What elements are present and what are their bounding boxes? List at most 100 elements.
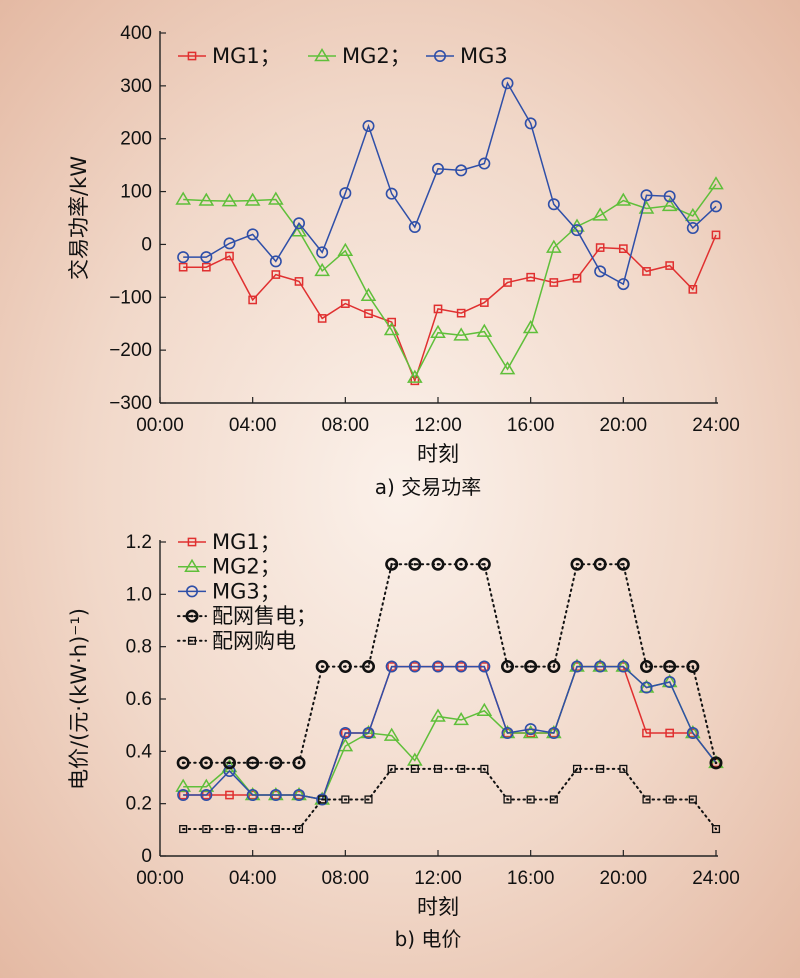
y-tick-label: 0.2 [126,794,152,815]
y-tick-label: 0 [141,846,152,867]
data-point [198,192,215,206]
y-tick-label: 200 [120,129,152,150]
data-point [431,557,445,571]
x-tick-label: 20:00 [600,415,648,436]
data-point [223,764,236,777]
data-point-dot [622,767,625,770]
data-point [547,198,560,211]
data-point [617,278,630,291]
data-point [685,207,701,222]
x-tick-label: 04:00 [229,868,277,889]
data-point [455,164,468,177]
data-point [661,197,678,212]
y-tick-label: 0.4 [126,741,153,762]
data-point [431,660,444,673]
data-point-dot [576,767,578,770]
data-point-dot [483,767,486,770]
data-point [453,711,469,726]
x-axis-title: 时刻 [417,442,459,466]
y-tick-label: −200 [109,340,152,361]
data-point [410,764,419,773]
data-point [546,239,562,253]
x-tick-label: 16:00 [507,415,555,436]
data-point [341,795,350,804]
data-point [570,557,584,571]
data-point-dot [715,828,717,830]
data-point [686,727,699,740]
data-point [430,708,446,722]
data-point [408,557,422,571]
series-line [183,665,717,801]
data-point [709,200,722,213]
data-point [269,789,282,802]
data-point [711,230,721,240]
data-point [476,702,493,717]
data-point-dot [182,828,185,830]
data-point [616,557,630,571]
data-point [455,660,468,673]
legend-marker-dot [191,639,193,642]
x-axis-title: 时刻 [417,895,459,919]
data-point [456,308,466,318]
data-point [268,191,284,205]
data-point-dot [645,798,648,801]
data-point [453,327,469,341]
data-point [431,162,444,175]
legend-label: MG2； [212,555,281,579]
legend-label: MG3； [212,579,281,603]
data-point [549,795,558,804]
data-point [592,207,608,221]
x-tick-label: 04:00 [229,415,277,436]
data-point [383,727,400,741]
legend-label: MG3 [460,44,508,68]
data-point-dot [344,665,347,668]
data-point [503,795,512,804]
data-point [499,361,516,375]
legend-label: MG1； [212,44,281,68]
data-point [362,727,375,740]
data-point [221,193,238,207]
data-point-dot [274,761,278,765]
data-point [430,324,446,338]
data-point [572,273,582,283]
data-point [225,790,234,800]
legend-marker [187,636,197,645]
data-point [337,738,354,752]
series-line [182,767,717,830]
data-point [318,795,327,804]
data-point-dot [506,665,509,668]
data-point-dot [413,767,416,770]
data-point-dot [714,761,718,765]
data-point-dot [460,767,463,770]
chart-trading-power: −300 −200 −100 0 100 200 300 400 00:00 04:00 08:00… [67,23,740,499]
chart-electricity-price: 0 0.2 0.4 0.6 0.8 1.0 1.2 00:00 04:00 08:00 12:00 1… [67,530,740,951]
data-point-dot [251,828,254,830]
data-point [618,244,628,254]
x-tick-label: 08:00 [322,415,370,436]
data-point [686,222,699,235]
data-point-dot [367,665,370,668]
legend-marker [186,585,199,598]
data-point [408,660,421,673]
data-point-dot [436,562,440,566]
data-point-dot [181,761,185,765]
data-point [570,224,583,237]
data-point [292,217,305,230]
data-point [572,764,582,773]
legend-marker [433,49,446,62]
x-tick-label: 24:00 [692,415,740,436]
data-point-dot [205,761,208,765]
legend-marker [184,558,200,572]
data-point [549,278,559,287]
x-tick-label: 16:00 [507,868,555,889]
data-point [615,192,632,206]
data-point [524,660,538,674]
data-point [383,322,400,336]
legend-marker [187,537,197,547]
data-point-dot [274,828,277,830]
data-point-dot [251,761,254,765]
legend-marker-dot [190,614,194,618]
data-point [642,267,651,276]
data-point [547,727,560,740]
data-point [364,795,373,804]
